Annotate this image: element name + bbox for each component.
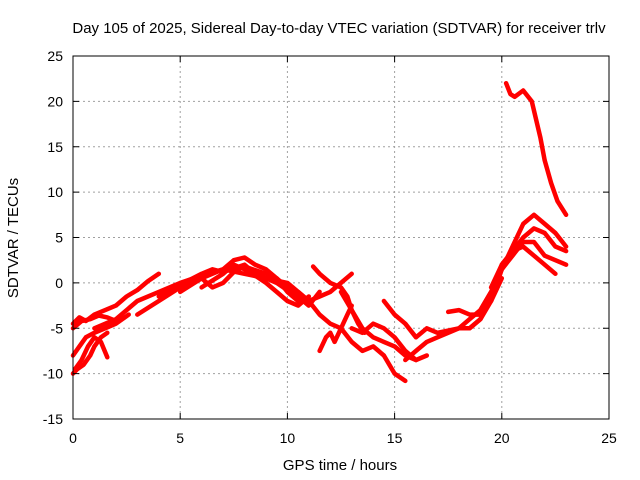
series-line-11 bbox=[306, 298, 408, 384]
grid bbox=[73, 56, 609, 419]
x-tick-label: 0 bbox=[69, 430, 77, 446]
y-tick-label: -5 bbox=[51, 320, 64, 336]
y-axis-label: SDTVAR / TECUs bbox=[5, 178, 22, 298]
y-tick-label: -10 bbox=[43, 366, 63, 382]
y-tick-label: -15 bbox=[43, 411, 63, 427]
series-line-3 bbox=[70, 312, 131, 358]
y-tick-label: 0 bbox=[55, 275, 63, 291]
series-line-17 bbox=[403, 276, 505, 363]
series-line-13 bbox=[317, 303, 354, 354]
series-line-14 bbox=[338, 289, 419, 363]
series-line-19 bbox=[467, 226, 569, 331]
x-tick-label: 5 bbox=[176, 430, 184, 446]
x-axis-label: GPS time / hours bbox=[283, 457, 397, 474]
x-tick-label: 15 bbox=[387, 430, 403, 446]
x-tick-label: 20 bbox=[494, 430, 510, 446]
x-tick-label: 25 bbox=[601, 430, 617, 446]
x-tick-label: 10 bbox=[280, 430, 296, 446]
y-tick-label: 25 bbox=[47, 48, 63, 64]
series-line-9 bbox=[177, 267, 354, 304]
series-line-21 bbox=[488, 244, 558, 290]
series-line-15 bbox=[349, 321, 430, 363]
y-tick-label: 15 bbox=[47, 139, 63, 155]
series-line-10 bbox=[199, 262, 312, 308]
series-line-22 bbox=[503, 80, 569, 218]
chart-title: Day 105 of 2025, Sidereal Day-to-day VTE… bbox=[72, 20, 606, 37]
series-line-5 bbox=[72, 335, 110, 372]
y-tick-label: 10 bbox=[47, 184, 63, 200]
tick-marks bbox=[72, 55, 610, 420]
y-tick-label: 20 bbox=[47, 93, 63, 109]
x-tick-labels: 0 5 10 15 20 25 bbox=[69, 430, 617, 446]
y-tick-labels: -15 -10 -5 0 5 10 15 20 25 bbox=[43, 48, 63, 427]
y-tick-label: 5 bbox=[55, 230, 63, 246]
series-layer bbox=[70, 80, 569, 384]
